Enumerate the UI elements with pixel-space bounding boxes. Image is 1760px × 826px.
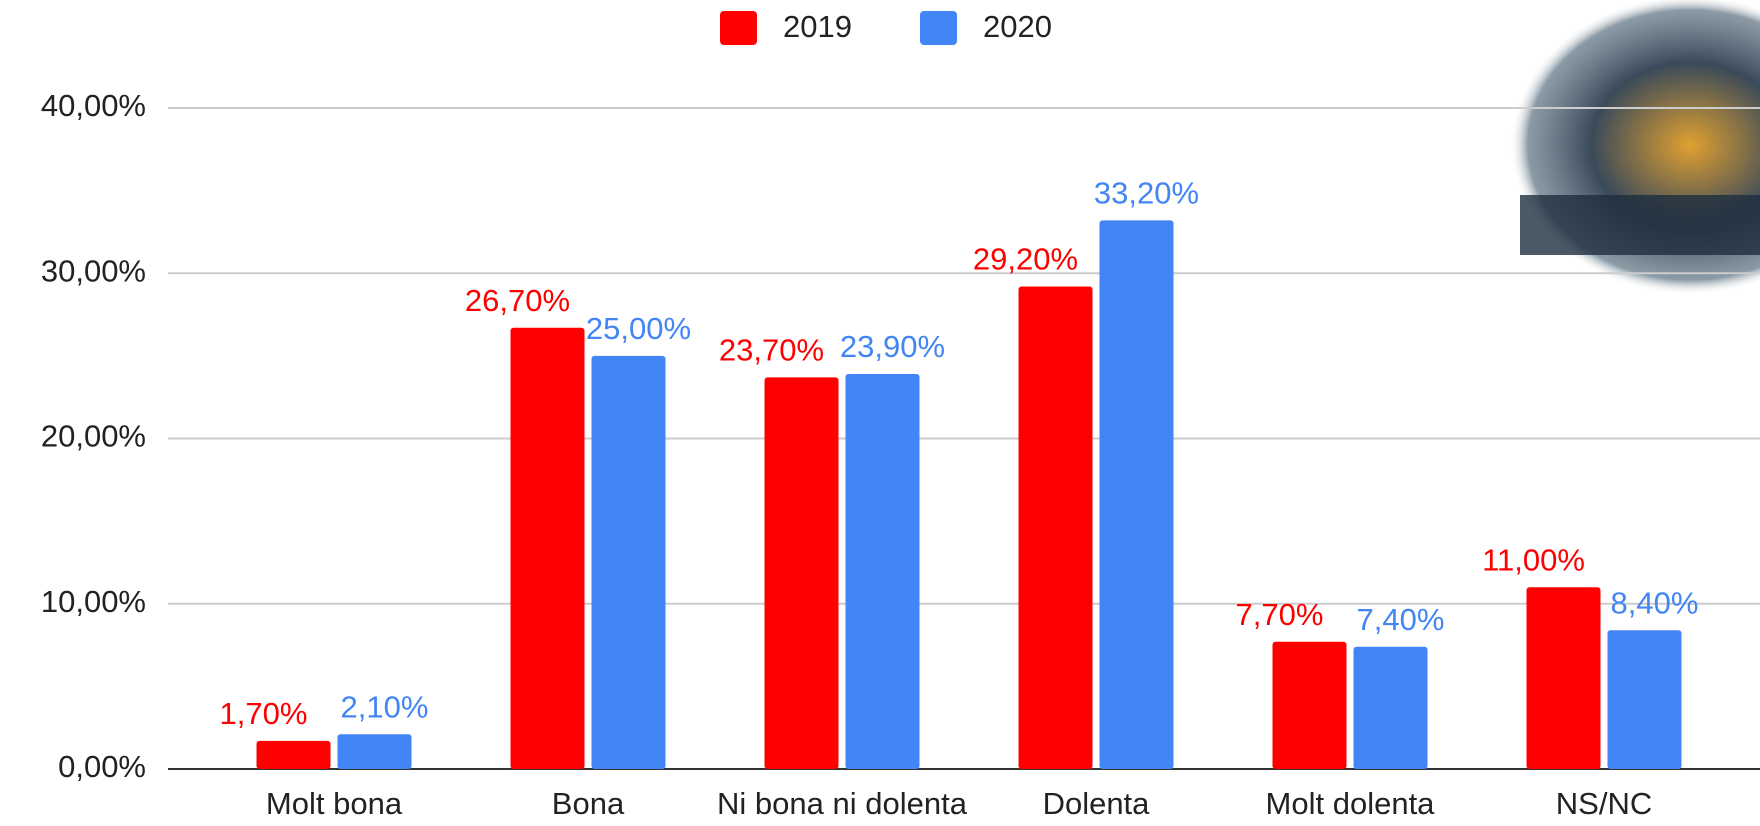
y-tick-label: 20,00% xyxy=(41,419,146,454)
data-label: 7,70% xyxy=(1236,597,1324,632)
x-tick-label: Molt dolenta xyxy=(1266,786,1436,821)
y-tick-label: 30,00% xyxy=(41,253,146,288)
data-label: 25,00% xyxy=(586,311,691,346)
data-label: 23,70% xyxy=(719,333,824,368)
bar xyxy=(845,374,920,769)
photo-water xyxy=(1520,195,1760,255)
legend-swatch xyxy=(720,11,757,45)
legend-swatch xyxy=(920,11,957,45)
x-tick-label: Dolenta xyxy=(1043,786,1151,821)
x-tick-label: NS/NC xyxy=(1556,786,1652,821)
bar xyxy=(1607,630,1682,769)
legend-label: 2019 xyxy=(783,9,852,44)
data-label: 26,70% xyxy=(465,283,570,318)
data-label: 23,90% xyxy=(840,329,945,364)
x-tick-label: Ni bona ni dolenta xyxy=(717,786,968,821)
bar xyxy=(337,734,412,769)
bar xyxy=(1099,220,1174,769)
y-tick-label: 40,00% xyxy=(41,88,146,123)
data-label: 7,40% xyxy=(1357,602,1445,637)
x-tick-label: Molt bona xyxy=(266,786,403,821)
legend-label: 2020 xyxy=(983,9,1052,44)
bar xyxy=(1526,587,1601,769)
bar xyxy=(1272,641,1347,769)
bar xyxy=(1018,286,1093,769)
data-label: 29,20% xyxy=(973,242,1078,277)
x-tick-label: Bona xyxy=(552,786,625,821)
bar xyxy=(764,377,839,769)
data-label: 8,40% xyxy=(1611,585,1699,620)
y-tick-label: 10,00% xyxy=(41,584,146,619)
y-tick-label: 0,00% xyxy=(58,749,146,784)
data-label: 11,00% xyxy=(1482,542,1585,577)
data-label: 2,10% xyxy=(341,689,429,724)
data-label: 33,20% xyxy=(1094,176,1199,211)
bar xyxy=(1353,646,1428,769)
data-label: 1,70% xyxy=(220,696,308,731)
bar xyxy=(256,740,331,769)
bar xyxy=(510,327,585,769)
bar xyxy=(591,355,666,769)
